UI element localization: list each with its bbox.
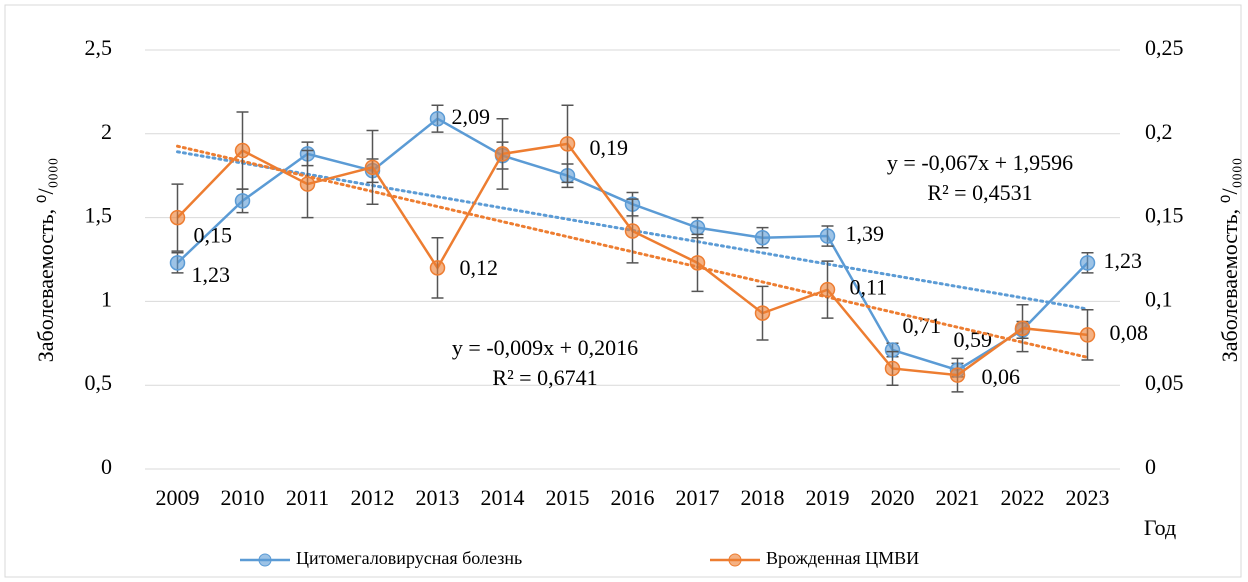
marker (234, 193, 251, 209)
data-label: 0,11 (850, 275, 888, 300)
marker (429, 260, 446, 276)
x-tick-label: 2017 (676, 485, 720, 510)
y2-tick-label: 0,05 (1145, 370, 1184, 395)
trendline-r2: R² = 0,4531 (927, 180, 1032, 205)
x-tick-label: 2012 (351, 485, 395, 510)
x-tick-label: 2016 (611, 485, 655, 510)
x-tick-label: 2009 (156, 485, 200, 510)
marker (1079, 255, 1096, 271)
y2-tick-label: 0 (1145, 454, 1156, 479)
y-axis-label: Заболеваемость, ⁰/₀₀₀₀ (33, 158, 58, 363)
y2-tick-label: 0,1 (1145, 286, 1173, 311)
marker (754, 229, 771, 246)
data-label: 1,39 (846, 221, 885, 246)
y2-axis-label: Заболеваемость, ⁰/₀₀₀₀ (1217, 158, 1242, 363)
marker (819, 228, 836, 244)
data-label: 0,15 (194, 223, 233, 248)
y-tick-label: 2 (101, 119, 112, 144)
marker (949, 367, 966, 383)
x-tick-label: 2015 (546, 485, 590, 510)
marker (169, 255, 186, 271)
y-tick-label: 0 (101, 454, 112, 479)
y-tick-label: 2,5 (85, 35, 113, 60)
chart-border (4, 4, 1242, 578)
marker (1079, 327, 1096, 343)
x-tick-label: 2020 (871, 485, 915, 510)
x-tick-label: 2018 (741, 485, 785, 510)
y-tick-label: 1,5 (85, 203, 113, 228)
marker (429, 110, 446, 127)
data-label: 1,23 (192, 262, 231, 287)
marker (624, 223, 641, 239)
legend-marker (728, 553, 742, 567)
x-tick-label: 2014 (481, 485, 525, 510)
marker (689, 255, 706, 271)
x-tick-label: 2023 (1066, 485, 1110, 510)
y2-tick-label: 0,25 (1145, 35, 1184, 60)
marker (364, 159, 381, 176)
x-tick-label: 2010 (221, 485, 265, 510)
y-tick-label: 0,5 (85, 370, 113, 395)
trendline-r2: R² = 0,6741 (492, 365, 597, 390)
data-label: 2,09 (452, 104, 491, 129)
marker (1014, 320, 1031, 336)
marker (234, 142, 251, 159)
legend-label: Врожденная ЦМВИ (766, 548, 919, 568)
x-axis-label: Год (1144, 515, 1176, 540)
trendline-equation: y = -0,009x + 0,2016 (452, 335, 638, 360)
trendline-equation: y = -0,067x + 1,9596 (887, 150, 1073, 175)
x-tick-label: 2019 (806, 485, 850, 510)
x-tick-label: 2022 (1001, 485, 1045, 510)
data-label: 0,12 (460, 255, 499, 280)
data-label: 0,06 (982, 364, 1021, 389)
marker (559, 136, 576, 152)
legend-label: Цитомегаловирусная болезнь (296, 548, 522, 568)
legend-marker (258, 553, 272, 567)
marker (689, 219, 706, 236)
marker (299, 176, 316, 192)
marker (494, 146, 511, 162)
x-tick-label: 2013 (416, 485, 460, 510)
data-label: 1,23 (1104, 248, 1143, 273)
x-tick-label: 2021 (936, 485, 980, 510)
y2-tick-label: 0,15 (1145, 203, 1184, 228)
x-tick-label: 2011 (286, 485, 329, 510)
y2-tick-label: 0,2 (1145, 119, 1173, 144)
marker (819, 281, 836, 298)
data-label: 0,19 (590, 135, 629, 160)
marker (169, 209, 186, 226)
marker (754, 305, 771, 321)
y-tick-label: 1 (101, 286, 112, 311)
marker (884, 360, 901, 377)
data-label: 0,08 (1110, 320, 1149, 345)
